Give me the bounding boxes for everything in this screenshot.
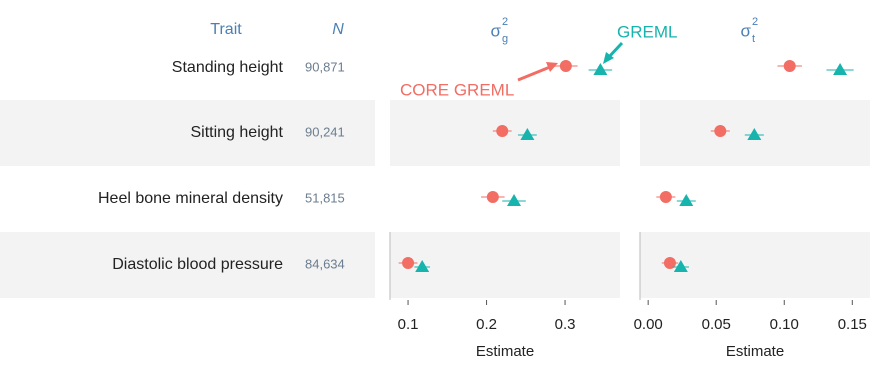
arrow-head bbox=[603, 52, 614, 64]
x-tick-label: 0.2 bbox=[476, 316, 497, 333]
point bbox=[486, 191, 499, 203]
trait-header: Trait bbox=[210, 21, 242, 38]
point bbox=[714, 125, 727, 137]
n-label: 84,634 bbox=[305, 256, 345, 271]
point bbox=[593, 63, 608, 75]
n-label: 90,241 bbox=[305, 124, 345, 139]
title-base: σ bbox=[491, 21, 502, 40]
title-sup: 2 bbox=[502, 16, 508, 28]
row-band bbox=[390, 232, 620, 298]
point bbox=[507, 194, 522, 206]
title-sup: 2 bbox=[752, 16, 758, 28]
point bbox=[659, 191, 672, 203]
trait-label: Sitting height bbox=[190, 124, 283, 141]
x-tick-label: 0.10 bbox=[770, 316, 799, 333]
legend-label: CORE GREML bbox=[400, 80, 514, 99]
point bbox=[520, 128, 535, 140]
title-sub: g bbox=[502, 33, 508, 45]
x-tick-label: 0.3 bbox=[555, 316, 576, 333]
point bbox=[679, 194, 694, 206]
x-tick-label: 0.05 bbox=[702, 316, 731, 333]
x-tick-label: 0.1 bbox=[398, 316, 419, 333]
title-sub: t bbox=[752, 33, 755, 45]
point bbox=[559, 60, 572, 72]
x-tick-label: 0.15 bbox=[838, 316, 867, 333]
point bbox=[747, 128, 762, 140]
x-axis-label: Estimate bbox=[726, 343, 784, 360]
point bbox=[783, 60, 796, 72]
point bbox=[833, 63, 848, 75]
trait-label: Heel bone mineral density bbox=[98, 190, 283, 207]
title-base: σ bbox=[741, 21, 752, 40]
trait-label: Diastolic blood pressure bbox=[112, 256, 283, 273]
n-label: 90,871 bbox=[305, 59, 345, 74]
point bbox=[402, 257, 415, 269]
x-axis-label: Estimate bbox=[476, 343, 534, 360]
row-band bbox=[0, 100, 375, 166]
point bbox=[673, 260, 688, 272]
legend-label: GREML bbox=[617, 22, 677, 41]
trait-label: Standing height bbox=[172, 59, 284, 76]
n-label: 51,815 bbox=[305, 190, 345, 205]
point bbox=[496, 125, 509, 137]
point bbox=[415, 260, 430, 272]
x-tick-label: 0.00 bbox=[634, 316, 663, 333]
arrow-head bbox=[546, 62, 558, 72]
arrow bbox=[517, 65, 551, 82]
row-band bbox=[0, 232, 375, 298]
n-header: N bbox=[332, 21, 344, 38]
